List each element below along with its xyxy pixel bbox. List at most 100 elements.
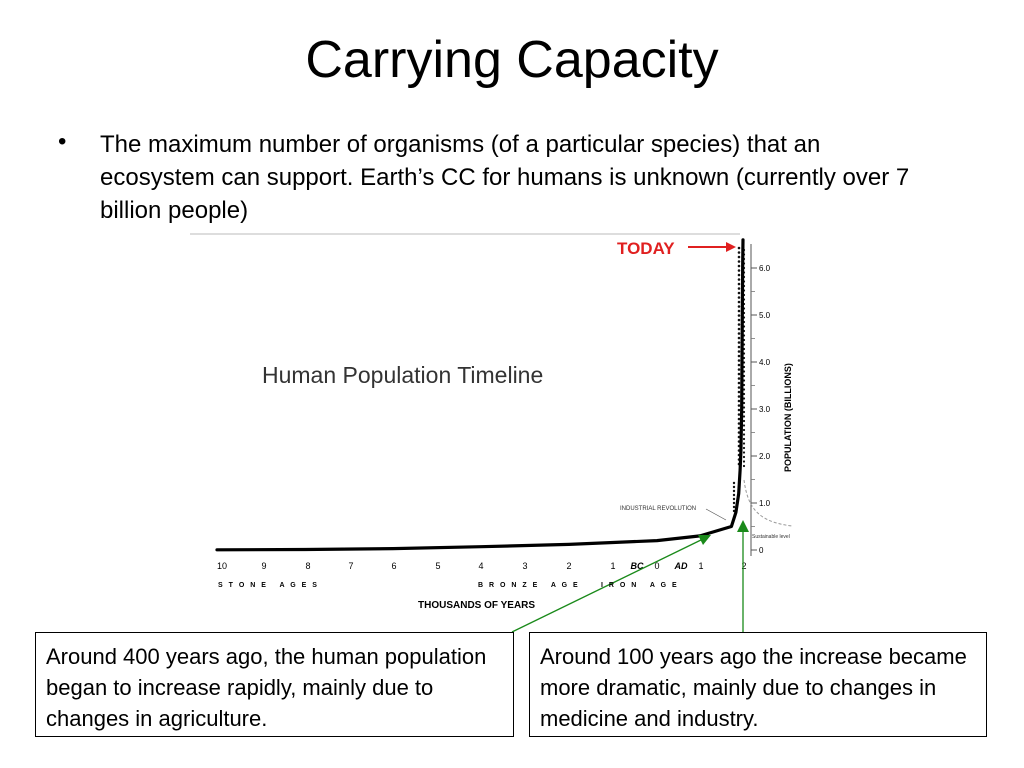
today-label: TODAY [617,239,675,258]
projection-dot [737,327,741,331]
projection-dot [737,395,741,398]
y-tick-label: 2.0 [759,452,771,461]
x-tick-label: 7 [348,561,353,571]
era-label-bronze: B R O N Z E A G E [478,582,580,589]
projection-dot [737,390,741,394]
y-tick-label: 3.0 [759,405,771,414]
industrial-revolution-pointer [705,508,727,521]
chart-title: Human Population Timeline [262,362,543,388]
projection-dot [737,282,741,286]
projection-dot [737,359,741,362]
projection-dot [742,406,746,409]
projection-dot [737,404,741,407]
x-tick-label: 9 [261,561,266,571]
projection-dot [737,386,741,389]
green-arrow-line [511,538,704,633]
projection-dot [737,318,741,322]
era-label-stone: S T O N E A G E S [218,582,319,589]
projection-dot [742,433,746,436]
projection-dot [737,255,741,259]
projection-dot [737,354,741,358]
projection-dot [737,381,741,385]
projection-dot [737,278,741,281]
y-tick-label: 4.0 [759,358,771,367]
projection-dot [742,424,746,427]
projection-dot [742,392,746,396]
projection-dot [737,408,741,412]
projection-dot [737,309,741,313]
x-tick-label: 6 [391,561,396,571]
projection-dot [732,505,736,509]
projection-dot [737,269,741,272]
projection-dot [732,489,736,493]
projection-dot [737,422,741,425]
projection-dot [742,442,746,445]
projection-dot [737,296,741,299]
projection-dot [742,455,746,459]
projection-dot [737,332,741,335]
projection-dot [737,260,741,263]
bullet-dot-icon: • [58,128,67,155]
x-tick-label: 8 [305,561,310,571]
callout-agriculture: Around 400 years ago, the human populati… [35,632,514,737]
x-tick-label: 5 [435,561,440,571]
projection-dot [737,377,741,380]
projection-dot [737,287,741,290]
projection-dot [742,451,746,454]
population-line [215,238,745,552]
y-tick-label: 6.0 [759,264,771,273]
projection-dot [732,497,736,501]
projection-dot [732,481,736,485]
projection-dot [737,368,741,371]
projection-dot [742,464,746,468]
green-arrow-head [737,520,749,532]
projection-dot [737,251,741,254]
projection-dot [737,426,741,430]
projection-dot [742,460,746,463]
projection-dot [737,264,741,268]
y-tick-label: 5.0 [759,311,771,320]
projection-dot [732,493,736,497]
x-tick-label: 1 [698,561,703,571]
projection-dot [737,300,741,304]
projection-dot [737,413,741,416]
x-tick-label: 4 [478,561,483,571]
projection-dot [737,372,741,376]
projection-dot [737,363,741,367]
projection-dot [737,345,741,349]
projection-dot [737,399,741,403]
projection-dot [742,428,746,432]
slide-title: Carrying Capacity [305,31,719,89]
projection-dot [737,305,741,308]
projection-dot [737,246,741,250]
projection-dot [742,446,746,450]
sustainable-level-line [743,479,793,527]
projection-dot [737,417,741,421]
y-tick-label: 1.0 [759,499,771,508]
projection-dot [737,336,741,340]
projection-dot [742,397,746,400]
era-label-iron: I R O N A G E [601,582,679,589]
projection-dot [742,419,746,423]
industrial-revolution-label: INDUSTRIAL REVOLUTION [620,506,696,512]
y-tick-label: 0 [759,546,764,555]
y-axis-label: POPULATION (BILLIONS) [783,363,793,472]
projection-dot [742,410,746,414]
projection-dot [737,314,741,317]
projection-dot [742,388,746,391]
x-tick-label: BC [631,561,644,571]
projection-dot [742,401,746,405]
projection-dot [737,323,741,326]
projection-dot [737,291,741,295]
sustainable-level-label: Sustainable level [752,534,790,540]
today-arrow-head [726,242,736,252]
green-arrow-head [698,535,711,545]
x-tick-label: 2 [566,561,571,571]
projection-dot [732,485,736,489]
x-tick-label: 1 [610,561,615,571]
projection-dot [737,350,741,353]
x-tick-label: 3 [522,561,527,571]
x-tick-label: 0 [654,561,659,571]
bullet-text: The maximum number of organisms (of a pa… [100,131,910,224]
